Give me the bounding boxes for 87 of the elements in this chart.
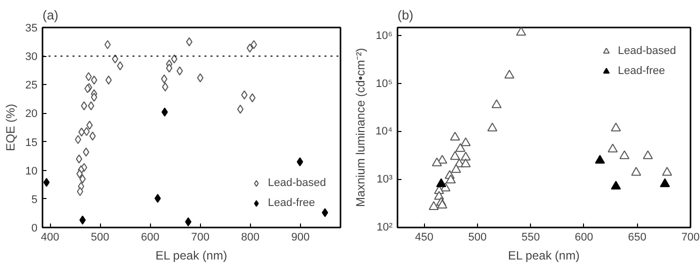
point xyxy=(451,164,462,173)
point xyxy=(437,200,448,208)
chart-title: (b) xyxy=(398,8,414,22)
legend-label: Lead-based xyxy=(618,45,676,57)
x-tick-label: 900 xyxy=(291,232,310,244)
point xyxy=(460,158,471,168)
x-tick-label: 550 xyxy=(522,232,540,244)
point xyxy=(619,150,630,160)
y-tick-label: 25 xyxy=(25,80,38,92)
point xyxy=(85,72,92,82)
y-tick-label: 30 xyxy=(25,51,38,64)
y-tick-label: 15 xyxy=(25,136,38,149)
point xyxy=(78,128,85,137)
x-tick-label: 500 xyxy=(468,232,487,244)
y-axis-title: Maxnium luminance (cd•cm⁻²) xyxy=(354,48,368,207)
y-axis-title: EQE (%) xyxy=(3,104,18,152)
x-tick-label: 500 xyxy=(90,232,110,244)
point xyxy=(608,144,618,152)
point xyxy=(76,187,84,196)
point xyxy=(83,127,90,136)
point xyxy=(594,154,605,164)
point xyxy=(76,154,82,164)
point xyxy=(455,143,466,152)
point xyxy=(432,158,442,166)
point xyxy=(112,54,118,64)
point xyxy=(487,122,498,132)
point xyxy=(460,137,471,146)
point xyxy=(88,101,94,110)
x-tick-label: 650 xyxy=(628,232,646,244)
point xyxy=(450,151,460,160)
point xyxy=(76,169,83,178)
point xyxy=(241,90,248,100)
point xyxy=(460,152,471,161)
y-tick-label: 10⁴ xyxy=(376,126,393,138)
x-tick-label: 800 xyxy=(241,232,260,244)
point xyxy=(610,122,621,132)
point xyxy=(116,61,124,70)
x-tick-label: 400 xyxy=(40,232,60,244)
x-tick-label: 450 xyxy=(414,232,434,244)
point xyxy=(446,174,456,184)
point xyxy=(79,174,86,184)
point xyxy=(631,166,642,176)
x-axis-title: EL peak (nm) xyxy=(155,248,228,262)
point xyxy=(296,157,304,166)
x-axis-title: EL peak (nm) xyxy=(508,248,580,262)
point xyxy=(492,99,502,108)
y-tick-label: 10² xyxy=(376,222,393,234)
y-tick-label: 20 xyxy=(25,108,38,120)
point xyxy=(246,44,254,53)
point xyxy=(105,76,112,85)
point xyxy=(428,201,439,210)
x-tick-label: 700 xyxy=(191,232,210,244)
point xyxy=(90,92,98,102)
point xyxy=(322,208,328,218)
legend-label: Lead-free xyxy=(618,65,665,77)
point xyxy=(82,148,90,157)
legend-label: Lead-based xyxy=(268,177,326,189)
x-tick-label: 600 xyxy=(141,232,160,244)
point xyxy=(80,101,88,110)
point xyxy=(74,135,82,144)
x-tick-label: 600 xyxy=(574,232,594,244)
point xyxy=(104,40,111,50)
point xyxy=(43,178,50,187)
point xyxy=(89,132,96,141)
point xyxy=(250,40,258,50)
y-tick-label: 10⁶ xyxy=(376,30,392,42)
point xyxy=(86,120,93,130)
x-tick-label: 700 xyxy=(681,232,700,244)
point xyxy=(436,178,446,188)
point xyxy=(79,216,86,225)
point xyxy=(610,180,621,190)
point xyxy=(249,93,256,102)
y-tick-label: 35 xyxy=(25,22,38,34)
legend-label: Lead-free xyxy=(268,197,315,209)
y-tick-label: 10³ xyxy=(376,174,393,186)
y-tick-label: 0 xyxy=(31,222,38,234)
point xyxy=(516,28,526,36)
point xyxy=(642,150,653,160)
chart-title: (a) xyxy=(42,8,58,22)
point xyxy=(90,76,98,85)
point xyxy=(660,178,670,188)
point xyxy=(662,166,672,176)
y-tick-label: 10 xyxy=(25,165,38,178)
point xyxy=(450,132,460,141)
point xyxy=(504,70,514,78)
y-tick-label: 5 xyxy=(31,194,38,206)
y-tick-label: 10⁵ xyxy=(376,78,392,90)
